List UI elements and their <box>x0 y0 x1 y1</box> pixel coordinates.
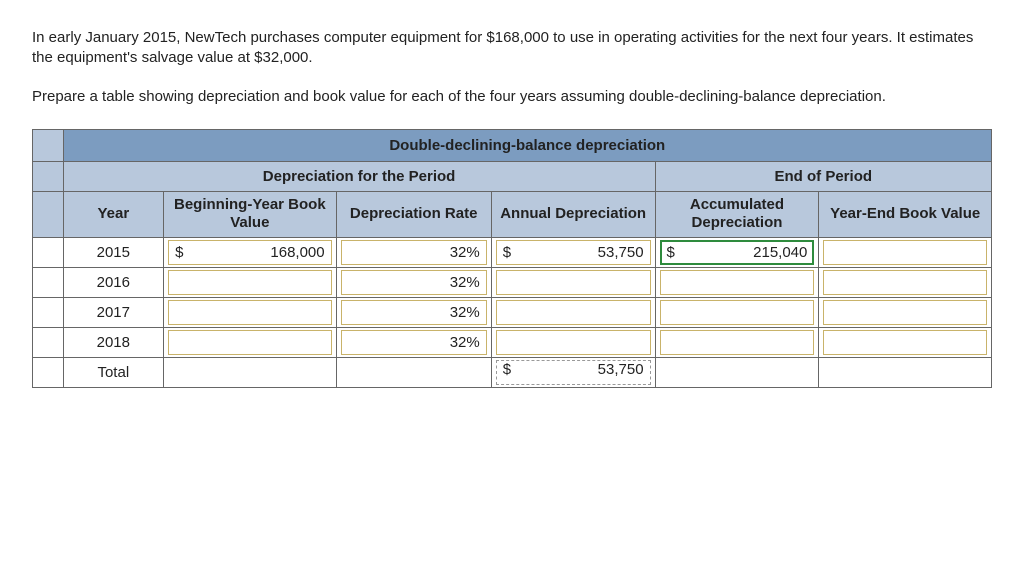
ye-cell[interactable] <box>819 297 992 327</box>
blank-cell <box>33 161 64 191</box>
ye-cell[interactable] <box>819 237 992 267</box>
rate-value: 32% <box>450 304 480 321</box>
problem-statement: In early January 2015, NewTech purchases… <box>32 28 992 107</box>
col-ye: Year-End Book Value <box>819 191 992 237</box>
rate-cell[interactable]: 32% <box>336 267 491 297</box>
blank-cell <box>33 267 64 297</box>
table-row: 2016 32% <box>33 267 992 297</box>
bbv-cell[interactable] <box>164 327 337 357</box>
blank-cell <box>33 297 64 327</box>
ye-cell[interactable] <box>819 267 992 297</box>
accum-value: 215,040 <box>753 244 807 261</box>
rate-value: 32% <box>450 334 480 351</box>
rate-value: 32% <box>450 274 480 291</box>
year-label: 2017 <box>63 297 163 327</box>
section-period: Depreciation for the Period <box>63 161 655 191</box>
col-annual: Annual Depreciation <box>491 191 655 237</box>
depreciation-table-wrap: Double-declining-balance depreciation De… <box>32 129 992 388</box>
ye-cell[interactable] <box>819 327 992 357</box>
blank-cell <box>655 357 819 387</box>
annual-cell[interactable] <box>491 297 655 327</box>
year-label: 2016 <box>63 267 163 297</box>
currency-symbol: $ <box>175 244 183 261</box>
blank-cell <box>33 327 64 357</box>
accum-cell[interactable] <box>655 297 819 327</box>
annual-cell[interactable] <box>491 267 655 297</box>
table-row: 2017 32% <box>33 297 992 327</box>
total-annual-value: 53,750 <box>598 361 644 378</box>
table-row: 2018 32% <box>33 327 992 357</box>
total-annual-cell: $ 53,750 <box>491 357 655 387</box>
blank-cell <box>33 191 64 237</box>
table-row: 2015 $ 168,000 32% $ 53,750 $ 215,040 <box>33 237 992 267</box>
accum-cell[interactable] <box>655 267 819 297</box>
section-end: End of Period <box>655 161 991 191</box>
rate-value: 32% <box>450 244 480 261</box>
currency-symbol: $ <box>503 244 511 261</box>
table-row-total: Total $ 53,750 <box>33 357 992 387</box>
year-label: 2018 <box>63 327 163 357</box>
blank-cell <box>164 357 337 387</box>
total-label: Total <box>63 357 163 387</box>
annual-cell[interactable]: $ 53,750 <box>491 237 655 267</box>
table-title: Double-declining-balance depreciation <box>63 129 991 161</box>
rate-cell[interactable]: 32% <box>336 297 491 327</box>
bbv-value: 168,000 <box>270 244 324 261</box>
col-accum: Accumulated Depreciation <box>655 191 819 237</box>
rate-cell[interactable]: 32% <box>336 237 491 267</box>
accum-cell[interactable]: $ 215,040 <box>655 237 819 267</box>
depreciation-table: Double-declining-balance depreciation De… <box>32 129 992 388</box>
accum-cell[interactable] <box>655 327 819 357</box>
bbv-cell[interactable] <box>164 297 337 327</box>
currency-symbol: $ <box>503 361 511 378</box>
intro-paragraph-2: Prepare a table showing depreciation and… <box>32 87 992 107</box>
rate-cell[interactable]: 32% <box>336 327 491 357</box>
bbv-cell[interactable]: $ 168,000 <box>164 237 337 267</box>
annual-cell[interactable] <box>491 327 655 357</box>
blank-cell <box>33 237 64 267</box>
col-year: Year <box>63 191 163 237</box>
intro-paragraph-1: In early January 2015, NewTech purchases… <box>32 28 992 69</box>
bbv-cell[interactable] <box>164 267 337 297</box>
year-label: 2015 <box>63 237 163 267</box>
col-bbv: Beginning-Year Book Value <box>164 191 337 237</box>
blank-cell <box>336 357 491 387</box>
annual-value: 53,750 <box>598 244 644 261</box>
blank-corner <box>33 129 64 161</box>
col-rate: Depreciation Rate <box>336 191 491 237</box>
currency-symbol: $ <box>667 244 675 261</box>
blank-cell <box>819 357 992 387</box>
blank-cell <box>33 357 64 387</box>
